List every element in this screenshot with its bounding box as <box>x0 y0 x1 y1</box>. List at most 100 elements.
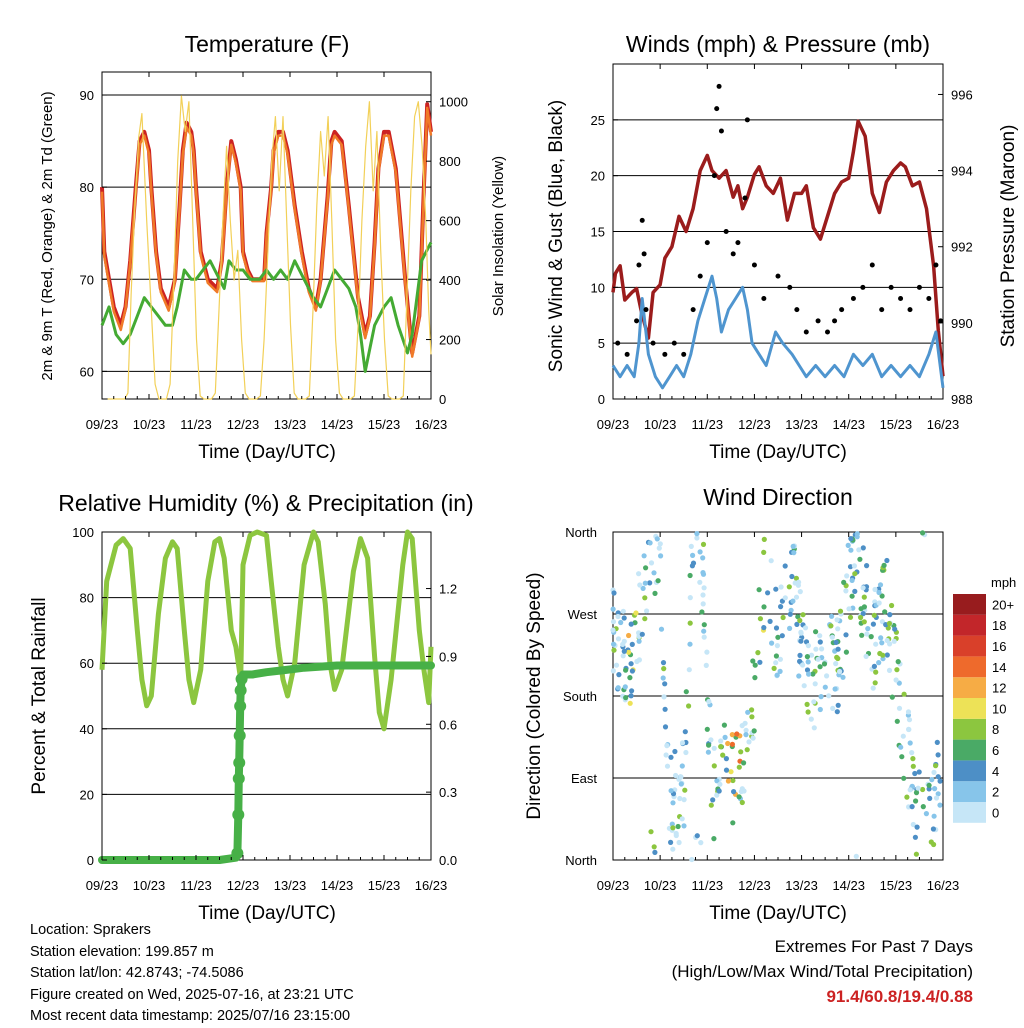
colorbar-title: mph <box>991 575 1016 590</box>
wind-direction-point <box>912 770 918 777</box>
wind-direction-point <box>852 571 858 577</box>
wind-direction-point <box>907 740 913 746</box>
temperature-2m-td-line <box>100 241 433 373</box>
wind-direction-point <box>618 619 624 626</box>
wind-pressure-y-tick-label: 15 <box>591 225 605 240</box>
wind-pressure-gust-point <box>711 173 717 179</box>
wind-pressure-x-tick-label: 15/23 <box>880 417 913 432</box>
humidity-precip-panel: Relative Humidity (%) & Precipitation (i… <box>29 490 474 924</box>
wind-direction-point <box>621 648 627 654</box>
wind-pressure-gust-point <box>787 284 793 290</box>
wind-direction-point <box>626 649 632 655</box>
wind-direction-point <box>694 531 700 537</box>
wind-direction-point <box>697 549 703 555</box>
temperature-y-right-tick-label: 1000 <box>439 95 468 110</box>
wind-direction-point <box>894 718 900 724</box>
wind-direction-point <box>716 788 722 794</box>
wind-direction-point <box>703 662 709 669</box>
wind-direction-point <box>769 640 775 646</box>
wind-direction-point <box>701 585 707 591</box>
wind-pressure-gust-point <box>697 273 703 279</box>
recent-data-timestamp: Most recent data timestamp: 2025/07/16 2… <box>30 1008 351 1024</box>
wind-direction-point <box>679 816 685 822</box>
wind-direction-point <box>872 586 878 593</box>
wind-direction-point <box>837 668 843 675</box>
wind-direction-point <box>697 579 703 585</box>
wind-direction-point <box>926 782 932 788</box>
wind-direction-point <box>670 800 676 806</box>
wind-direction-point <box>654 536 660 542</box>
humidity-precip-x-tick-label: 14/23 <box>321 878 354 893</box>
wind-direction-point <box>934 739 940 746</box>
wind-direction-point <box>633 610 639 616</box>
wind-direction-point <box>835 646 841 652</box>
wind-direction-point <box>738 749 744 755</box>
wind-direction-point <box>931 769 937 776</box>
wind-pressure-gust-point <box>926 296 932 301</box>
wind-pressure-y-tick-label: 5 <box>598 336 605 351</box>
wind-direction-point <box>927 795 933 802</box>
wind-pressure-gust-point <box>744 117 750 123</box>
wind-direction-point <box>706 698 712 705</box>
wind-direction-point <box>834 709 840 715</box>
wind-pressure-gust-point <box>723 229 729 234</box>
wind-direction-point <box>926 786 932 792</box>
wind-direction-point <box>868 634 874 640</box>
wind-pressure-gust-point <box>636 262 642 268</box>
wind-direction-point <box>892 626 898 632</box>
wind-direction-point <box>889 602 895 609</box>
wind-direction-point <box>858 606 864 612</box>
wind-pressure-gust-point <box>916 284 922 290</box>
wind-direction-point <box>793 594 800 600</box>
wind-direction-point <box>853 853 859 859</box>
wind-direction-point <box>905 709 912 715</box>
wind-direction-point <box>782 563 788 569</box>
wind-direction-point <box>704 726 710 732</box>
wind-direction-point <box>930 826 937 832</box>
wind-direction-point <box>626 632 632 639</box>
colorbar-label: 10 <box>992 701 1006 716</box>
wind-direction-point <box>856 547 862 553</box>
humidity-precip-rainfall-point <box>234 684 247 697</box>
humidity-precip-y-tick-label: 100 <box>72 525 94 540</box>
humidity-precip-y-right-tick-label: 0.9 <box>439 649 457 664</box>
temperature-y-label: 2m & 9m T (Red, Orange) & 2m Td (Green) <box>39 91 56 380</box>
wind-direction-point <box>613 662 620 668</box>
humidity-precip-y-tick-label: 0 <box>87 853 94 868</box>
wind-direction-point <box>808 716 814 722</box>
wind-direction-point <box>761 625 767 631</box>
wind-direction-point <box>821 661 828 667</box>
humidity-precip-rainfall-point <box>234 700 247 713</box>
wind-direction-point <box>678 781 684 787</box>
wind-direction-point <box>851 563 858 569</box>
wind-direction-y-tick-label: North <box>565 525 597 540</box>
colorbar-label: 4 <box>992 764 999 779</box>
wind-direction-point <box>670 825 676 831</box>
wind-direction-point <box>805 643 812 649</box>
wind-direction-point <box>886 667 893 674</box>
wind-direction-point <box>876 600 882 606</box>
wind-direction-point <box>884 637 890 644</box>
wind-direction-point <box>642 616 648 622</box>
wind-direction-point <box>683 689 689 695</box>
wind-direction-point <box>782 595 788 601</box>
wind-direction-point <box>817 639 823 645</box>
wind-direction-point <box>773 625 780 631</box>
temperature-x-tick-label: 15/23 <box>368 417 401 432</box>
extremes-title: Extremes For Past 7 Days <box>774 937 973 956</box>
wind-direction-point <box>648 829 654 835</box>
wind-direction-point <box>810 671 816 677</box>
wind-direction-point <box>687 572 693 579</box>
wind-direction-point <box>757 616 764 622</box>
wind-direction-point <box>728 769 734 775</box>
wind-pressure-x-tick-label: 12/23 <box>738 417 771 432</box>
wind-direction-point <box>670 846 676 852</box>
wind-direction-point <box>829 634 835 640</box>
wind-direction-point <box>673 832 679 839</box>
wind-direction-point <box>629 668 636 674</box>
wind-direction-point <box>804 667 811 673</box>
wind-pressure-sonic-wind-line <box>611 274 945 390</box>
wind-direction-point <box>914 824 920 830</box>
wind-direction-point <box>876 589 882 596</box>
wind-direction-point <box>730 820 736 826</box>
